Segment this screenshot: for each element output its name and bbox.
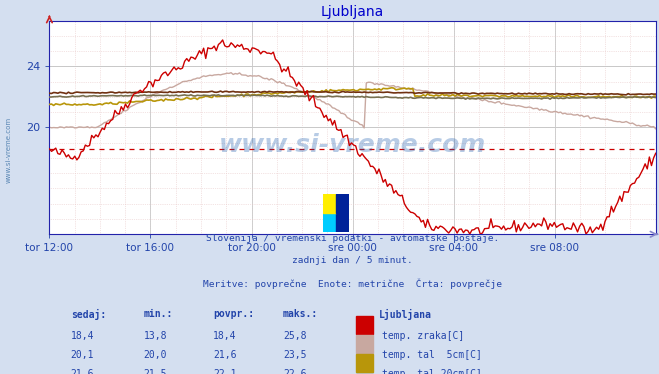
Text: www.si-vreme.com: www.si-vreme.com	[5, 117, 12, 183]
Bar	[323, 194, 336, 232]
Text: temp. tal  5cm[C]: temp. tal 5cm[C]	[382, 350, 482, 360]
Text: Ljubljana: Ljubljana	[379, 309, 432, 320]
Text: temp. zraka[C]: temp. zraka[C]	[382, 331, 464, 341]
Text: temp. tal 20cm[C]: temp. tal 20cm[C]	[382, 370, 482, 374]
Text: 20,0: 20,0	[144, 350, 167, 360]
Text: Slovenija / vremenski podatki - avtomatske postaje.: Slovenija / vremenski podatki - avtomats…	[206, 234, 499, 243]
Title: Ljubljana: Ljubljana	[321, 5, 384, 19]
Bar	[336, 194, 349, 213]
Text: povpr.:: povpr.:	[213, 309, 254, 319]
Text: 18,4: 18,4	[71, 331, 94, 341]
Text: sedaj:: sedaj:	[71, 309, 106, 320]
Text: zadnji dan / 5 minut.: zadnji dan / 5 minut.	[292, 256, 413, 265]
Text: Meritve: povprečne  Enote: metrične  Črta: povprečje: Meritve: povprečne Enote: metrične Črta:…	[203, 278, 502, 289]
FancyBboxPatch shape	[356, 316, 372, 334]
Text: 20,1: 20,1	[71, 350, 94, 360]
Text: 22,1: 22,1	[213, 370, 237, 374]
Text: 22,6: 22,6	[283, 370, 306, 374]
Text: min.:: min.:	[144, 309, 173, 319]
Text: 25,8: 25,8	[283, 331, 306, 341]
Text: www.si-vreme.com: www.si-vreme.com	[219, 132, 486, 156]
Text: 23,5: 23,5	[283, 350, 306, 360]
Text: 21,6: 21,6	[71, 370, 94, 374]
FancyBboxPatch shape	[356, 354, 372, 372]
FancyBboxPatch shape	[356, 335, 372, 353]
Bar	[323, 194, 336, 213]
Text: maks.:: maks.:	[283, 309, 318, 319]
Bar	[336, 194, 349, 232]
Text: 21,6: 21,6	[213, 350, 237, 360]
Text: 18,4: 18,4	[213, 331, 237, 341]
Text: 13,8: 13,8	[144, 331, 167, 341]
Text: 21,5: 21,5	[144, 370, 167, 374]
